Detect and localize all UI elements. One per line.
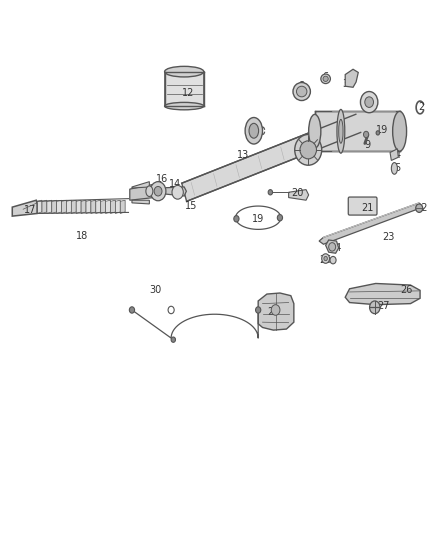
Polygon shape: [12, 200, 37, 216]
Polygon shape: [71, 200, 76, 214]
Ellipse shape: [339, 119, 343, 143]
Polygon shape: [182, 114, 360, 201]
Polygon shape: [76, 200, 81, 214]
Polygon shape: [165, 71, 204, 106]
Circle shape: [370, 301, 380, 314]
Polygon shape: [67, 200, 71, 214]
Polygon shape: [345, 284, 420, 305]
Circle shape: [271, 305, 280, 316]
Polygon shape: [37, 200, 42, 214]
Polygon shape: [91, 200, 96, 214]
Ellipse shape: [309, 115, 321, 148]
Ellipse shape: [297, 86, 307, 97]
Polygon shape: [258, 293, 294, 330]
Text: 10: 10: [304, 146, 317, 156]
Text: 27: 27: [377, 301, 390, 311]
Polygon shape: [106, 200, 110, 214]
Polygon shape: [345, 69, 358, 87]
Text: 12: 12: [182, 87, 195, 98]
Ellipse shape: [295, 134, 322, 165]
Text: 25: 25: [319, 255, 332, 265]
Circle shape: [150, 182, 166, 201]
Circle shape: [360, 92, 378, 113]
Circle shape: [365, 97, 374, 108]
Text: 17: 17: [24, 205, 36, 215]
Circle shape: [255, 307, 261, 313]
Text: 11: 11: [248, 123, 260, 133]
Text: 30: 30: [150, 285, 162, 295]
Ellipse shape: [245, 117, 262, 144]
Text: 21: 21: [361, 203, 373, 213]
Text: 29: 29: [267, 306, 279, 317]
Text: 6: 6: [322, 71, 328, 82]
Ellipse shape: [165, 102, 204, 110]
Ellipse shape: [293, 83, 311, 101]
Text: 13: 13: [237, 150, 249, 160]
Circle shape: [277, 215, 283, 221]
Polygon shape: [96, 200, 101, 214]
Circle shape: [172, 185, 184, 199]
Circle shape: [330, 256, 336, 264]
Text: 20: 20: [291, 188, 304, 198]
Ellipse shape: [165, 66, 204, 77]
Text: 24: 24: [329, 243, 342, 253]
Text: 26: 26: [400, 285, 412, 295]
Polygon shape: [120, 200, 125, 214]
Text: 19: 19: [376, 125, 389, 135]
Polygon shape: [132, 182, 149, 188]
Polygon shape: [42, 200, 47, 214]
Polygon shape: [115, 200, 120, 214]
Polygon shape: [130, 184, 158, 200]
Polygon shape: [289, 190, 309, 200]
Text: 23: 23: [382, 232, 395, 243]
Polygon shape: [325, 240, 339, 253]
Polygon shape: [315, 111, 399, 151]
Polygon shape: [158, 187, 186, 196]
Text: 4: 4: [394, 150, 400, 160]
Polygon shape: [57, 200, 62, 214]
Polygon shape: [390, 149, 398, 160]
Polygon shape: [52, 200, 57, 214]
Circle shape: [234, 216, 239, 222]
Text: 1: 1: [366, 94, 372, 104]
Circle shape: [364, 131, 369, 138]
Text: 16: 16: [156, 174, 169, 184]
Circle shape: [171, 337, 176, 342]
Circle shape: [154, 187, 162, 196]
Circle shape: [324, 256, 327, 261]
Polygon shape: [319, 203, 420, 244]
Text: 3: 3: [342, 78, 348, 88]
Ellipse shape: [323, 76, 328, 82]
Ellipse shape: [392, 111, 406, 151]
Polygon shape: [62, 200, 67, 214]
Text: 22: 22: [415, 203, 427, 213]
Text: 9: 9: [364, 140, 370, 150]
Polygon shape: [110, 200, 115, 214]
Circle shape: [129, 307, 134, 313]
Polygon shape: [81, 200, 86, 214]
Ellipse shape: [391, 163, 397, 174]
Text: 18: 18: [76, 231, 88, 241]
Circle shape: [328, 243, 336, 251]
Circle shape: [376, 131, 380, 135]
Text: 8: 8: [299, 81, 305, 91]
FancyBboxPatch shape: [348, 197, 377, 215]
Circle shape: [322, 254, 329, 263]
Circle shape: [416, 204, 423, 213]
Ellipse shape: [146, 186, 153, 197]
Text: 5: 5: [394, 164, 401, 173]
Polygon shape: [47, 200, 52, 214]
Text: 14: 14: [170, 179, 182, 189]
Text: 15: 15: [184, 200, 197, 211]
Text: 2: 2: [418, 102, 424, 112]
Polygon shape: [132, 200, 149, 204]
Circle shape: [268, 190, 272, 195]
Polygon shape: [86, 200, 91, 214]
Ellipse shape: [249, 123, 258, 138]
Ellipse shape: [337, 109, 345, 153]
Text: 19: 19: [252, 214, 264, 224]
Polygon shape: [101, 200, 106, 214]
Ellipse shape: [321, 74, 330, 84]
Ellipse shape: [300, 141, 317, 159]
